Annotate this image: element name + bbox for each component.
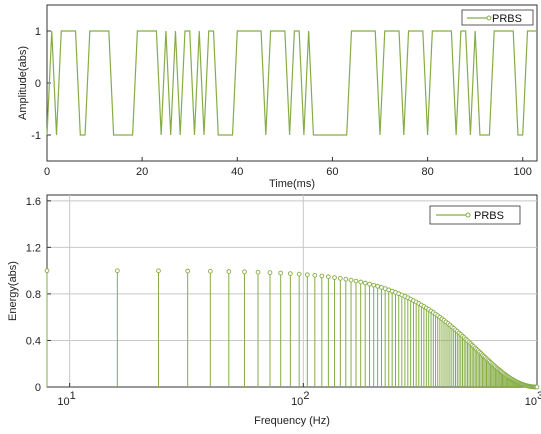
energy-stem-marker xyxy=(332,275,337,280)
energy-y-tick-label: 1.6 xyxy=(26,196,41,208)
energy-stem-marker xyxy=(304,272,310,278)
energy-x-tick-exponent: 1 xyxy=(70,390,76,402)
energy-stem-marker xyxy=(207,268,213,274)
time-legend-label: PRBS xyxy=(492,13,522,25)
energy-y-tick-label: 1.2 xyxy=(26,242,41,254)
time-legend: PRBS xyxy=(461,9,534,26)
energy-x-tick-exponent: 2 xyxy=(303,390,309,402)
energy-y-axis-label: Energy(abs) xyxy=(7,261,19,321)
energy-legend: PRBS xyxy=(429,205,521,225)
energy-stem-marker xyxy=(371,282,377,288)
energy-x-tick-label: 10 xyxy=(57,396,69,408)
time-x-tick-label: 20 xyxy=(136,166,148,178)
time-legend-marker-icon xyxy=(486,15,492,21)
energy-stems xyxy=(44,268,540,390)
energy-stem-marker xyxy=(358,279,364,285)
energy-chart: 00.40.81.21.6 10 1 10 2 10 3 Frequency (Hz) E… xyxy=(7,194,541,427)
prbs-signal-line xyxy=(46,30,537,136)
energy-stem-marker xyxy=(319,273,325,279)
energy-y-tick-label: 0.4 xyxy=(26,335,41,347)
time-x-tick-label: 100 xyxy=(514,166,532,178)
energy-stem-marker xyxy=(255,269,261,275)
energy-stem-marker xyxy=(242,269,247,275)
energy-stem-marker xyxy=(287,271,293,276)
energy-y-ticks: 0 0.4 0.8 1.2 1.6 xyxy=(26,196,51,394)
energy-x-axis-label: Frequency (Hz) xyxy=(254,415,330,427)
energy-stem-marker xyxy=(278,270,284,276)
energy-stem-marker xyxy=(337,276,343,281)
energy-legend-label: PRBS xyxy=(474,210,504,222)
energy-stem-marker xyxy=(362,280,368,286)
energy-stem-marker xyxy=(44,268,50,274)
time-y-tick-label: 1 xyxy=(35,26,41,38)
energy-stem-marker xyxy=(534,384,540,390)
energy-stem-marker xyxy=(379,285,384,290)
energy-y-tick-label: 0 xyxy=(35,382,41,394)
energy-stem-marker xyxy=(367,281,372,287)
energy-stem-marker xyxy=(348,277,354,283)
time-x-axis-label: Time(ms) xyxy=(269,178,315,190)
energy-stem-marker xyxy=(343,276,349,282)
energy-stem-marker xyxy=(353,278,359,284)
energy-stem-marker xyxy=(226,269,232,274)
time-x-tick-label: 60 xyxy=(326,166,338,178)
time-x-tick-label: 40 xyxy=(231,166,243,178)
energy-stem-marker xyxy=(312,273,318,278)
energy-y-tick-label: 0.8 xyxy=(26,289,41,301)
energy-stem-marker xyxy=(114,268,120,274)
energy-legend-box xyxy=(429,205,521,225)
time-y-tick-label: -1 xyxy=(31,130,41,142)
energy-x-tick-label: 10 xyxy=(291,396,303,408)
energy-stem-marker xyxy=(185,268,191,274)
time-chart: -101 0 20 40 60 80 100 Time(ms) Amplitude(abs… xyxy=(17,4,538,190)
energy-x-tick-label: 10 xyxy=(525,396,537,408)
energy-stem-marker xyxy=(156,268,161,274)
time-y-tick-label: 0 xyxy=(35,78,41,90)
time-legend-box xyxy=(461,9,534,26)
energy-x-ticks: 10 1 10 2 10 3 xyxy=(57,383,541,408)
time-x-ticks: 0 20 40 60 80 100 xyxy=(44,157,532,178)
time-x-tick-label: 80 xyxy=(421,166,433,178)
energy-x-tick-exponent: 3 xyxy=(537,390,541,402)
energy-stem-marker xyxy=(267,270,273,275)
time-y-axis-label: Amplitude(abs) xyxy=(17,46,29,120)
energy-legend-marker-icon xyxy=(465,212,471,218)
time-x-tick-label: 0 xyxy=(44,166,50,178)
energy-stem-marker xyxy=(375,283,380,289)
energy-stem-marker xyxy=(326,274,331,280)
energy-stem-marker xyxy=(296,271,302,277)
